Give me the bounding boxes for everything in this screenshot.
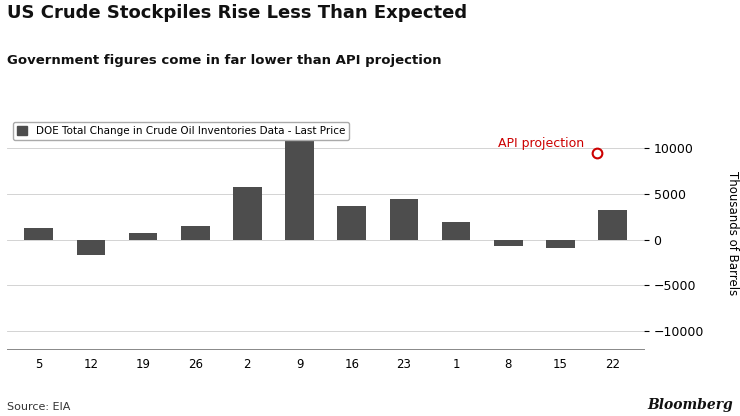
Text: Government figures come in far lower than API projection: Government figures come in far lower tha…: [7, 54, 442, 67]
Text: Source: EIA: Source: EIA: [7, 402, 71, 412]
Bar: [546, 240, 575, 248]
Bar: [442, 223, 471, 240]
Bar: [181, 226, 209, 240]
Bar: [76, 240, 105, 255]
Text: Bloomberg: Bloomberg: [647, 398, 733, 412]
Text: API projection: API projection: [498, 137, 584, 150]
Bar: [24, 228, 53, 240]
Y-axis label: Thousands of Barrels: Thousands of Barrels: [726, 171, 739, 295]
Legend: DOE Total Change in Crude Oil Inventories Data - Last Price: DOE Total Change in Crude Oil Inventorie…: [13, 122, 349, 140]
Bar: [494, 240, 522, 246]
Bar: [285, 129, 314, 240]
Bar: [233, 187, 262, 240]
Text: US Crude Stockpiles Rise Less Than Expected: US Crude Stockpiles Rise Less Than Expec…: [7, 4, 468, 22]
Bar: [389, 199, 418, 240]
Bar: [129, 233, 158, 240]
Bar: [337, 206, 366, 240]
Bar: [598, 210, 627, 240]
